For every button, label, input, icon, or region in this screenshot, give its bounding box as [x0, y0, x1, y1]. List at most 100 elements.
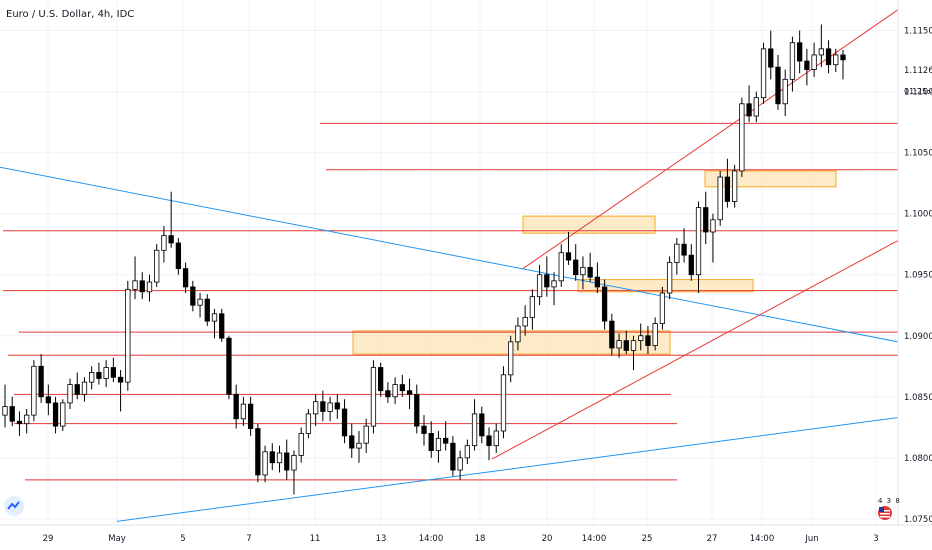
candle	[833, 48, 839, 73]
candle	[428, 421, 434, 458]
candle-body	[269, 451, 275, 464]
candle-body	[544, 274, 550, 288]
price-tick-label: 1.11000	[904, 88, 932, 98]
candle	[435, 430, 442, 463]
candle	[378, 362, 384, 397]
candle	[168, 191, 174, 248]
candle-body	[74, 384, 80, 395]
candle	[616, 333, 622, 358]
price-tick-label: 1.09500	[904, 271, 932, 281]
price-tick-label: 1.10500	[904, 149, 932, 159]
candle	[38, 354, 44, 403]
candle	[710, 213, 716, 263]
candle	[674, 238, 680, 275]
time-tick-label: 3	[873, 534, 878, 544]
candle	[587, 252, 593, 283]
candle-body	[522, 317, 528, 327]
candle-body	[703, 207, 709, 233]
candle-body	[659, 292, 666, 324]
time-tick-label: 14:00	[582, 534, 607, 544]
candle-body	[139, 280, 145, 293]
time-tick-label: 20	[542, 534, 553, 544]
candle	[298, 427, 304, 463]
candle-body	[797, 42, 803, 62]
price-axis[interactable]: 1.11500 1.11000 1.10500 1.10000 1.09500 1.090…	[904, 27, 932, 525]
candle	[471, 399, 478, 451]
candle	[334, 394, 340, 419]
candle	[24, 409, 30, 434]
candle-body	[233, 393, 239, 420]
horizontal-levels	[3, 122, 898, 481]
candle	[811, 42, 817, 77]
candle	[255, 423, 261, 483]
candle	[551, 272, 557, 306]
candle	[638, 323, 644, 351]
candle-body	[768, 48, 774, 68]
candle	[247, 396, 254, 436]
candle-body	[190, 286, 196, 306]
candle-body	[464, 445, 470, 459]
candle-body	[804, 60, 810, 70]
candle-body	[493, 430, 499, 447]
candle-body	[789, 42, 796, 80]
candle-body	[349, 435, 355, 449]
candle	[262, 445, 268, 483]
candle	[681, 228, 687, 263]
candle-body	[52, 402, 59, 427]
candle-body	[305, 413, 312, 434]
candle-body	[60, 402, 66, 427]
candle	[96, 362, 102, 385]
candle	[269, 443, 275, 471]
candle-body	[392, 384, 398, 398]
candle-body	[688, 254, 694, 276]
candle	[652, 317, 658, 351]
candle	[392, 377, 398, 405]
candle	[406, 378, 413, 410]
candle-body	[443, 437, 449, 444]
candle-body	[146, 281, 153, 293]
candle-body	[551, 280, 557, 288]
candle-body	[320, 401, 326, 412]
candle	[154, 244, 160, 287]
candle	[825, 40, 832, 74]
candle	[341, 399, 348, 444]
candle	[414, 384, 420, 434]
candle-body	[81, 381, 88, 395]
candle	[9, 396, 15, 427]
candle-body	[327, 402, 333, 412]
candle-body	[226, 337, 232, 395]
candle	[67, 378, 73, 410]
candle-body	[825, 48, 832, 66]
candle	[797, 30, 803, 74]
candle	[363, 418, 369, 453]
candle	[110, 357, 117, 383]
zone-rect	[522, 215, 656, 234]
time-axis[interactable]: 29 May 5 7 11 13 14:00 18 20 14:00 25 27 14:00 Jun 3	[43, 534, 879, 544]
candle	[305, 409, 312, 439]
candle-body	[601, 286, 608, 322]
candle-body	[211, 313, 218, 322]
candle-body	[695, 207, 702, 276]
candle-body	[616, 340, 622, 349]
candle-body	[435, 437, 442, 451]
candle	[666, 256, 673, 300]
candle	[161, 225, 167, 263]
chart-title: Euro / U.S. Dollar, 4h, IDC	[6, 9, 135, 20]
candle-body	[811, 54, 817, 70]
price-tick-label: 1.10000	[904, 210, 932, 220]
candle	[623, 330, 629, 355]
candle	[74, 372, 80, 400]
last-price-label: 1.11261	[904, 66, 932, 76]
tradingview-logo-icon[interactable]	[4, 496, 24, 516]
candle-body	[645, 335, 651, 346]
candle-body	[479, 413, 485, 437]
candlesticks	[2, 24, 846, 495]
candle-body	[421, 425, 427, 434]
price-tick-label: 1.08000	[904, 454, 932, 464]
candle-body	[89, 371, 95, 383]
candle	[190, 280, 196, 312]
candle-body	[262, 451, 268, 476]
candle	[276, 445, 283, 473]
candle	[464, 439, 470, 464]
